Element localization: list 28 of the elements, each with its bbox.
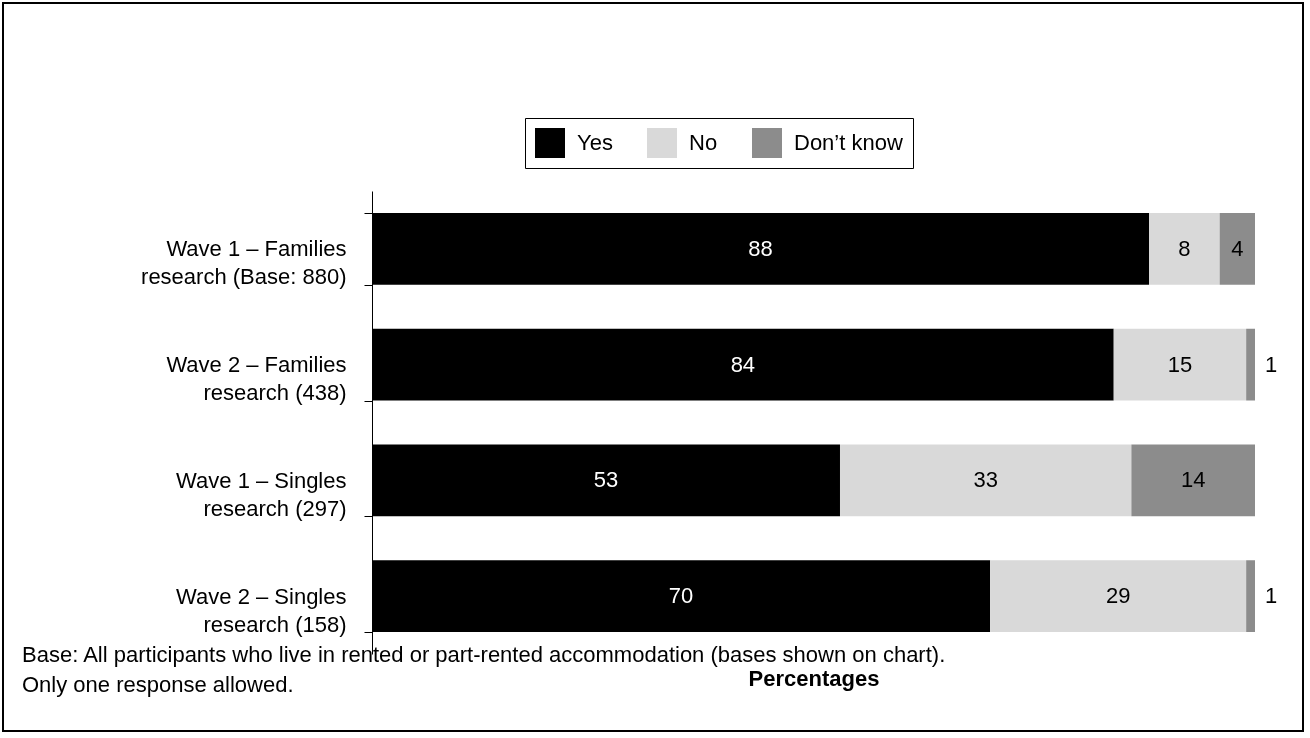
bar [1113,328,1247,401]
data-label: 14 [1180,467,1206,493]
bar [839,444,1132,517]
data-label: 1 [1265,351,1278,377]
data-label: 1 [1265,583,1278,609]
bar [990,560,1247,633]
data-label: 8 [1178,235,1191,261]
legend-label: No [689,130,718,155]
y-tick-label: Wave 2 – Singles research (158) [176,583,347,637]
data-label: 53 [593,467,619,493]
data-label: 15 [1167,351,1193,377]
data-label: 33 [973,467,998,493]
bar [1131,444,1255,517]
y-tick-label: Wave 2 – Families research (438) [166,352,347,406]
legend-label: Yes [577,130,613,155]
legend-label: Don’t know [794,130,903,155]
bar [1219,212,1255,285]
data-label: 84 [730,351,756,377]
data-label: 29 [1105,583,1131,609]
data-label: 4 [1231,235,1244,261]
y-tick-label: Wave 1 – Families research (Base: 880) [141,236,347,290]
bar [1149,212,1220,285]
data-label: 70 [668,583,694,609]
text: Only one response allowed. [22,672,294,697]
data-label: 88 [748,235,773,261]
bar [1246,560,1255,633]
y-tick-label: Wave 1 – Singles research (297) [176,467,347,521]
bar [1246,328,1255,401]
